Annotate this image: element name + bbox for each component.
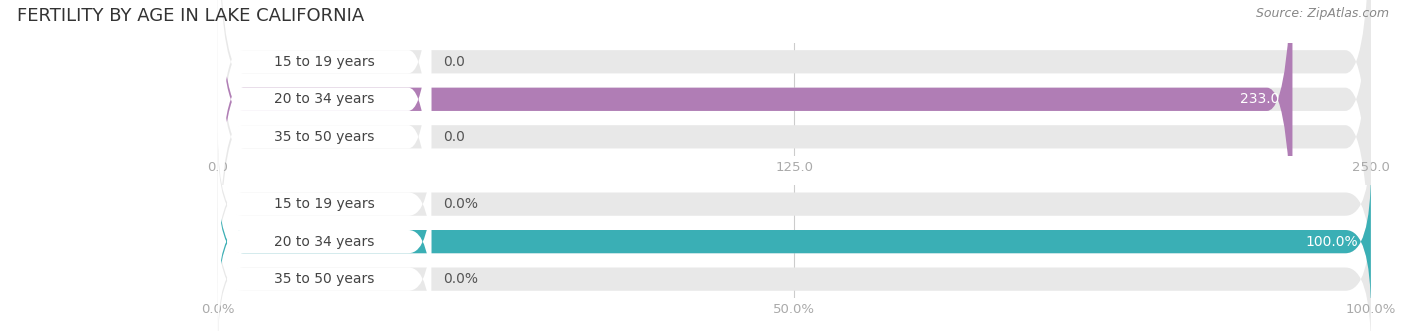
Text: 20 to 34 years: 20 to 34 years (274, 235, 375, 249)
FancyBboxPatch shape (218, 0, 432, 236)
FancyBboxPatch shape (218, 171, 1371, 312)
Text: 100.0%: 100.0% (1306, 235, 1358, 249)
Text: 20 to 34 years: 20 to 34 years (274, 92, 375, 106)
FancyBboxPatch shape (218, 0, 1371, 294)
Text: 233.0: 233.0 (1240, 92, 1279, 106)
Text: Source: ZipAtlas.com: Source: ZipAtlas.com (1256, 7, 1389, 20)
FancyBboxPatch shape (218, 133, 1371, 275)
Text: 35 to 50 years: 35 to 50 years (274, 130, 375, 144)
Text: 15 to 19 years: 15 to 19 years (274, 55, 375, 69)
Text: FERTILITY BY AGE IN LAKE CALIFORNIA: FERTILITY BY AGE IN LAKE CALIFORNIA (17, 7, 364, 24)
FancyBboxPatch shape (218, 216, 432, 331)
FancyBboxPatch shape (218, 179, 432, 304)
FancyBboxPatch shape (218, 0, 1292, 294)
Text: 0.0%: 0.0% (443, 272, 478, 286)
Text: 15 to 19 years: 15 to 19 years (274, 197, 375, 211)
Text: 0.0: 0.0 (443, 130, 464, 144)
FancyBboxPatch shape (218, 0, 1371, 331)
Text: 35 to 50 years: 35 to 50 years (274, 272, 375, 286)
Text: 0.0%: 0.0% (443, 197, 478, 211)
FancyBboxPatch shape (218, 0, 432, 273)
FancyBboxPatch shape (218, 0, 1371, 257)
FancyBboxPatch shape (218, 171, 1371, 312)
Text: 0.0: 0.0 (443, 55, 464, 69)
FancyBboxPatch shape (218, 141, 432, 267)
FancyBboxPatch shape (218, 208, 1371, 331)
FancyBboxPatch shape (218, 0, 432, 311)
